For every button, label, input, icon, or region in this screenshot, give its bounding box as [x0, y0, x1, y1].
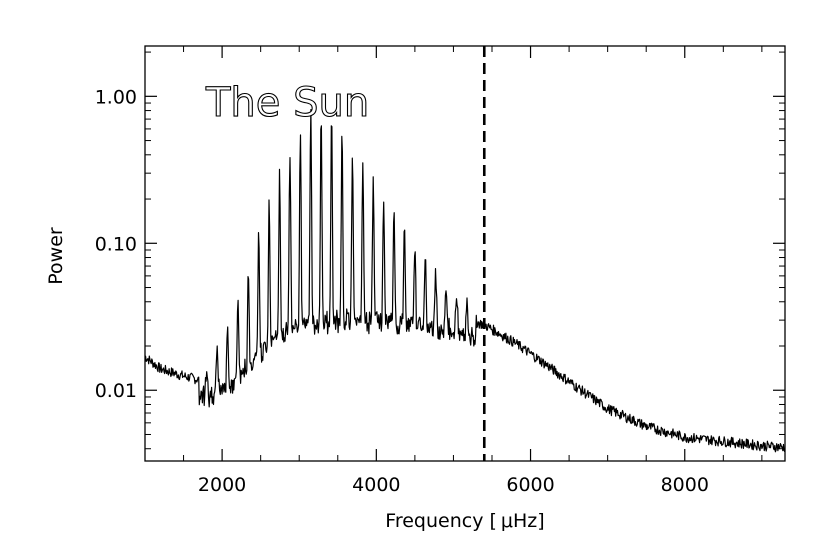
x-tick-label: 4000 — [352, 474, 400, 496]
plot-area — [144, 46, 786, 461]
series-power-spectrum — [144, 108, 786, 453]
x-tick-label: 2000 — [198, 474, 246, 496]
x-axis-title: Frequency [μHz] — [385, 510, 544, 532]
x-axis-title-close: ] — [537, 510, 544, 532]
y-tick-label: 1.00 — [95, 86, 137, 108]
x-tick-label: 6000 — [506, 474, 554, 496]
axes: 2000 4000 6000 8000 0.01 0.10 1.00 — [95, 45, 786, 496]
y-tick-label: 0.10 — [95, 233, 137, 255]
annotation-label: The Sun — [205, 80, 369, 126]
plot-frame — [144, 45, 786, 462]
x-axis-unit: μHz — [501, 510, 537, 532]
y-tick-label: 0.01 — [95, 380, 137, 402]
x-tick-label: 8000 — [661, 474, 709, 496]
y-axis-title: Power — [45, 227, 67, 285]
x-axis-title-text: Frequency [ — [385, 510, 497, 532]
